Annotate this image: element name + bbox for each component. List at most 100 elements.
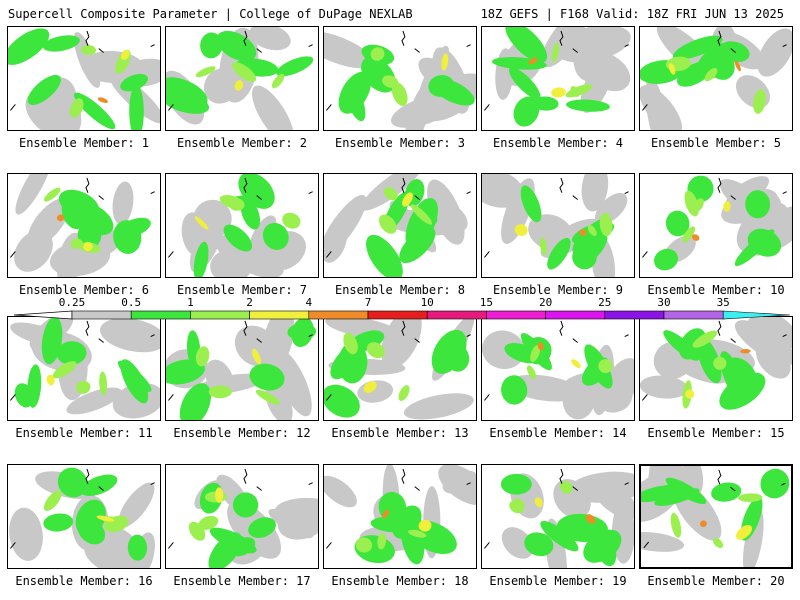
colorbar-tick-label: 4 bbox=[305, 296, 313, 309]
coastline-outline bbox=[326, 320, 471, 401]
scp-contour-2 bbox=[234, 80, 244, 91]
coastline-outline bbox=[168, 320, 313, 401]
scp-contour-0.5 bbox=[80, 474, 118, 497]
ensemble-panel bbox=[481, 173, 635, 278]
colorbar-tick-label: 0.25 bbox=[58, 296, 86, 309]
scp-contour-4 bbox=[537, 341, 544, 351]
scp-contour-0.5 bbox=[193, 241, 209, 277]
scp-contour-1 bbox=[366, 342, 385, 359]
scp-contour-1 bbox=[713, 538, 724, 549]
scp-contour-0.25 bbox=[100, 318, 160, 353]
member-label: Ensemble Member: 11 bbox=[15, 426, 153, 440]
scp-contour-1 bbox=[383, 187, 398, 201]
scp-contour-2 bbox=[215, 487, 224, 503]
scp-contour-0.25 bbox=[734, 320, 792, 365]
member-label: Ensemble Member: 17 bbox=[173, 574, 311, 588]
scp-contour-0.5 bbox=[676, 61, 713, 87]
scp-contour-4 bbox=[585, 514, 596, 524]
scp-contour-1 bbox=[670, 512, 682, 538]
scp-contour-0.5 bbox=[745, 190, 771, 219]
scp-contour-0.25 bbox=[501, 527, 534, 559]
scp-field-map bbox=[324, 317, 475, 420]
scp-contour-0.5 bbox=[532, 96, 559, 111]
scp-contour-0.5 bbox=[74, 92, 116, 130]
scp-field-map bbox=[10, 174, 155, 277]
scp-contour-0.5 bbox=[27, 74, 61, 105]
colorbar-segment bbox=[71, 310, 132, 320]
scp-field-map bbox=[168, 174, 313, 277]
scp-contour-0.5 bbox=[501, 375, 528, 405]
colorbar-segment bbox=[486, 310, 546, 320]
scp-contour-1 bbox=[188, 521, 206, 541]
coastline-outline bbox=[168, 177, 313, 258]
scp-field-map bbox=[8, 28, 160, 130]
scp-contour-1 bbox=[598, 359, 613, 374]
coastline-outline bbox=[168, 30, 313, 111]
ensemble-panel bbox=[165, 316, 319, 421]
colorbar-segment bbox=[308, 310, 369, 320]
scp-contour-2 bbox=[252, 348, 261, 365]
scp-contour-1 bbox=[99, 371, 108, 396]
scp-contour-0.5 bbox=[500, 473, 532, 495]
coastline-outline bbox=[642, 320, 787, 401]
scp-contour-0.5 bbox=[723, 357, 757, 393]
scp-contour-0.5 bbox=[366, 234, 403, 277]
scp-contour-2 bbox=[120, 49, 130, 60]
scp-contour-0.5 bbox=[428, 75, 455, 97]
scp-field-map bbox=[482, 174, 629, 277]
scp-contour-2 bbox=[194, 216, 209, 230]
scp-contour-0.5 bbox=[42, 35, 80, 52]
scp-contour-1 bbox=[738, 493, 763, 502]
scp-contour-0.5 bbox=[262, 222, 289, 250]
ensemble-panel bbox=[165, 464, 319, 569]
scp-contour-0.25 bbox=[603, 358, 634, 409]
scp-contour-2 bbox=[685, 389, 695, 399]
scp-contour-1 bbox=[232, 62, 257, 82]
ensemble-panel bbox=[165, 26, 319, 131]
scp-contour-0.5 bbox=[337, 341, 368, 384]
scp-contour-0.5 bbox=[166, 90, 210, 114]
coastline-outline bbox=[10, 30, 155, 111]
scp-field-map bbox=[640, 27, 792, 130]
scp-contour-0.5 bbox=[734, 229, 775, 267]
coastline-outline bbox=[326, 177, 471, 258]
scp-contour-0.25 bbox=[234, 325, 277, 367]
colorbar-tick-label: 20 bbox=[538, 296, 553, 309]
coastline-outline bbox=[642, 177, 787, 258]
scp-contour-1 bbox=[684, 190, 699, 217]
scp-contour-1 bbox=[704, 68, 718, 82]
scp-contour-0.5 bbox=[117, 217, 151, 238]
scp-contour-2 bbox=[736, 524, 752, 540]
scp-field-map bbox=[10, 317, 160, 419]
scp-contour-0.25 bbox=[274, 349, 312, 417]
scp-contour-0.5 bbox=[665, 210, 690, 237]
scp-contour-1 bbox=[398, 385, 410, 401]
scp-contour-0.5 bbox=[57, 467, 88, 498]
member-label: Ensemble Member: 5 bbox=[650, 136, 782, 150]
scp-contour-0.25 bbox=[73, 32, 101, 88]
member-label: Ensemble Member: 14 bbox=[489, 426, 627, 440]
scp-contour-0.5 bbox=[56, 341, 87, 365]
scp-contour-0.5 bbox=[540, 521, 579, 552]
scp-contour-0.25 bbox=[249, 27, 291, 51]
member-label: Ensemble Member: 4 bbox=[492, 136, 624, 150]
scp-contour-1 bbox=[43, 187, 61, 202]
scp-contour-0.25 bbox=[581, 174, 609, 212]
scp-field-map bbox=[642, 175, 792, 271]
colorbar-tick-label: 0.5 bbox=[121, 296, 142, 309]
scp-contour-2 bbox=[96, 515, 115, 522]
scp-contour-0.25 bbox=[482, 330, 525, 370]
scp-contour-2 bbox=[402, 192, 413, 207]
scp-contour-0.25 bbox=[9, 507, 43, 561]
ensemble-panel bbox=[481, 464, 635, 569]
colorbar-segment bbox=[604, 310, 665, 320]
scp-contour-1 bbox=[559, 480, 573, 494]
scp-contour-0.25 bbox=[215, 234, 284, 277]
ensemble-panel bbox=[323, 26, 477, 131]
scp-field-map bbox=[324, 465, 476, 565]
scp-contour-0.5 bbox=[547, 237, 571, 270]
scp-contour-1 bbox=[530, 344, 541, 362]
scp-contour-1 bbox=[69, 98, 84, 118]
scp-contour-1 bbox=[370, 47, 385, 61]
scp-contour-2 bbox=[551, 87, 566, 98]
